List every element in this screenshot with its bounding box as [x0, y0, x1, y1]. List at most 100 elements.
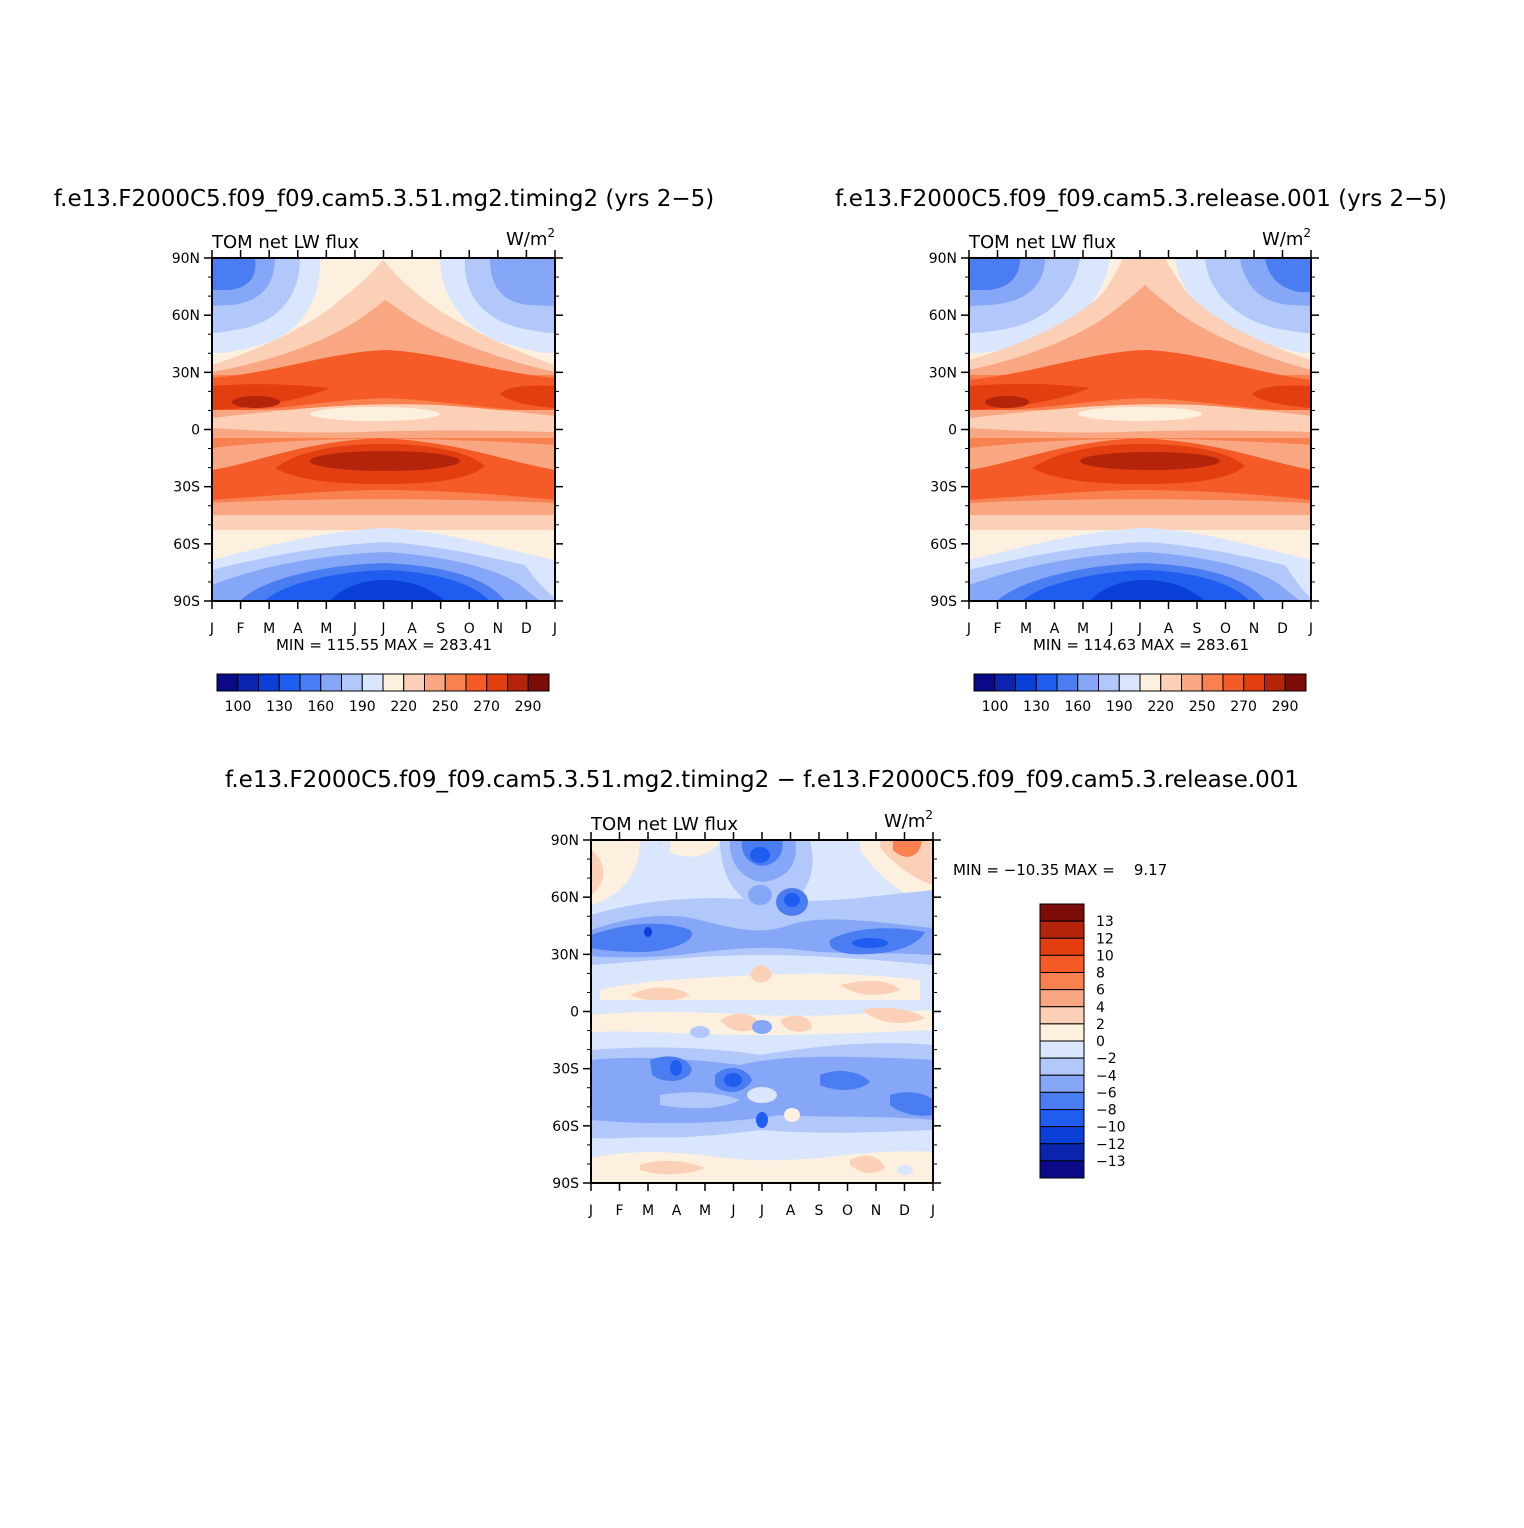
axis-ticks: J F M A M J J A S O N D J 90N 60N 30N 0 30S 60S 90S — [172, 250, 563, 637]
colorbar-swatch — [1118, 673, 1141, 692]
y-tick-label: 90S — [552, 1176, 579, 1192]
units-label: W/m2 — [1262, 226, 1311, 250]
x-tick-label: M — [1020, 621, 1032, 637]
colorbar-swatch — [1039, 1126, 1085, 1145]
y-tick-label: 30S — [552, 1062, 579, 1078]
panel-title: f.e13.F2000C5.f09_f09.cam5.3.51.mg2.timi… — [225, 767, 1299, 793]
colorbar-label: −2 — [1096, 1051, 1117, 1067]
x-tick-label: J — [730, 1203, 735, 1219]
colorbar-label: 160 — [1064, 699, 1091, 715]
x-tick-label: M — [699, 1203, 711, 1219]
colorbar-swatch — [1039, 937, 1085, 956]
x-tick-label: O — [464, 621, 475, 637]
colorbar-swatch — [486, 673, 508, 692]
colorbar-swatch — [1056, 673, 1079, 692]
colorbar-swatch — [1039, 1057, 1085, 1076]
colorbar-label: 160 — [307, 699, 334, 715]
colorbar-label: 220 — [390, 699, 417, 715]
axis-ticks: J F M A M J J A S O N D J 90N 60N 30N 0 30S 60S 90S — [551, 832, 941, 1219]
colorbar-swatch — [527, 673, 550, 692]
field-label: TOM net LW flux — [590, 814, 738, 835]
units-label: W/m2 — [884, 808, 933, 832]
colorbar-swatch — [1039, 989, 1085, 1008]
colorbar-swatch — [1201, 673, 1224, 692]
y-tick-label: 30S — [930, 480, 957, 496]
colorbar-swatch — [1243, 673, 1265, 692]
x-tick-label: M — [263, 621, 275, 637]
colorbar-swatch — [382, 673, 405, 692]
colorbar-label: 290 — [1272, 699, 1299, 715]
colorbar-swatch — [216, 673, 239, 692]
y-tick-label: 60N — [172, 308, 200, 324]
x-tick-label: F — [993, 621, 1001, 637]
x-tick-label: N — [871, 1203, 881, 1219]
y-tick-label: 30S — [173, 480, 200, 496]
colorbar-swatch — [1098, 673, 1120, 692]
colorbar-swatch — [258, 673, 280, 692]
colorbar-swatch — [1181, 673, 1203, 692]
colorbar-swatch — [1039, 954, 1085, 973]
y-tick-label: 30N — [172, 365, 200, 381]
colorbar-swatch — [1039, 1160, 1085, 1179]
x-tick-label: S — [1193, 621, 1202, 637]
y-tick-label: 90N — [929, 251, 957, 267]
y-tick-label: 60N — [929, 308, 957, 324]
x-tick-label: M — [642, 1203, 654, 1219]
colorbar-swatch — [465, 673, 488, 692]
x-tick-label: M — [1077, 621, 1089, 637]
y-tick-label: 30N — [551, 947, 579, 963]
panel-model-timing2: f.e13.F2000C5.f09_f09.cam5.3.51.mg2.timi… — [54, 186, 715, 715]
colorbar-label: −8 — [1096, 1103, 1117, 1119]
x-tick-label: S — [815, 1203, 824, 1219]
x-tick-label: A — [407, 621, 417, 637]
colorbar-swatch — [1039, 972, 1085, 991]
colorbar-swatch — [424, 673, 446, 692]
panel-title: f.e13.F2000C5.f09_f09.cam5.3.release.001… — [835, 186, 1447, 212]
colorbar-swatch — [403, 673, 425, 692]
colorbar-label: 250 — [1189, 699, 1216, 715]
colorbar-swatch — [1039, 1074, 1085, 1093]
x-tick-label: J — [552, 621, 557, 637]
colorbar-label: 190 — [1106, 699, 1133, 715]
colorbar-swatch — [1035, 673, 1058, 692]
colorbar-label: 8 — [1096, 966, 1105, 982]
x-tick-label: J — [209, 621, 214, 637]
y-tick-label: 60S — [930, 537, 957, 553]
colorbar-swatch — [1139, 673, 1162, 692]
x-tick-label: J — [1108, 621, 1113, 637]
colorbar-label: 100 — [982, 699, 1009, 715]
colorbar-label: 2 — [1096, 1017, 1105, 1033]
colorbar-label: 130 — [1023, 699, 1050, 715]
colorbar-swatch — [444, 673, 467, 692]
colorbar-label: −4 — [1096, 1068, 1117, 1084]
colorbar-label: 6 — [1096, 983, 1105, 999]
colorbar-label: 4 — [1096, 1000, 1105, 1016]
x-tick-label: J — [1137, 621, 1142, 637]
y-tick-label: 90N — [172, 251, 200, 267]
colorbar-label: 0 — [1096, 1034, 1105, 1050]
units-label: W/m2 — [506, 226, 555, 250]
panel-title: f.e13.F2000C5.f09_f09.cam5.3.51.mg2.timi… — [54, 186, 715, 212]
x-tick-label: J — [930, 1203, 935, 1219]
x-tick-label: A — [293, 621, 303, 637]
colorbar-swatch — [1039, 1091, 1085, 1110]
x-tick-label: J — [352, 621, 357, 637]
colorbar-swatch — [1039, 1040, 1085, 1059]
panel-model-release: f.e13.F2000C5.f09_f09.cam5.3.release.001… — [835, 186, 1447, 715]
field-label: TOM net LW flux — [968, 232, 1116, 253]
y-tick-label: 90S — [173, 594, 200, 610]
y-tick-label: 0 — [570, 1005, 579, 1021]
colorbar-swatch — [299, 673, 322, 692]
colorbar-label: 270 — [1230, 699, 1257, 715]
colorbar-label: −13 — [1096, 1154, 1126, 1170]
x-tick-label: D — [1277, 621, 1288, 637]
colorbar-label: 190 — [349, 699, 376, 715]
x-tick-label: A — [672, 1203, 682, 1219]
x-tick-label: D — [521, 621, 532, 637]
contour-field — [591, 840, 933, 1183]
y-tick-label: 0 — [191, 423, 200, 439]
colorbar-swatch — [1039, 1109, 1085, 1128]
colorbar-label: 290 — [515, 699, 542, 715]
